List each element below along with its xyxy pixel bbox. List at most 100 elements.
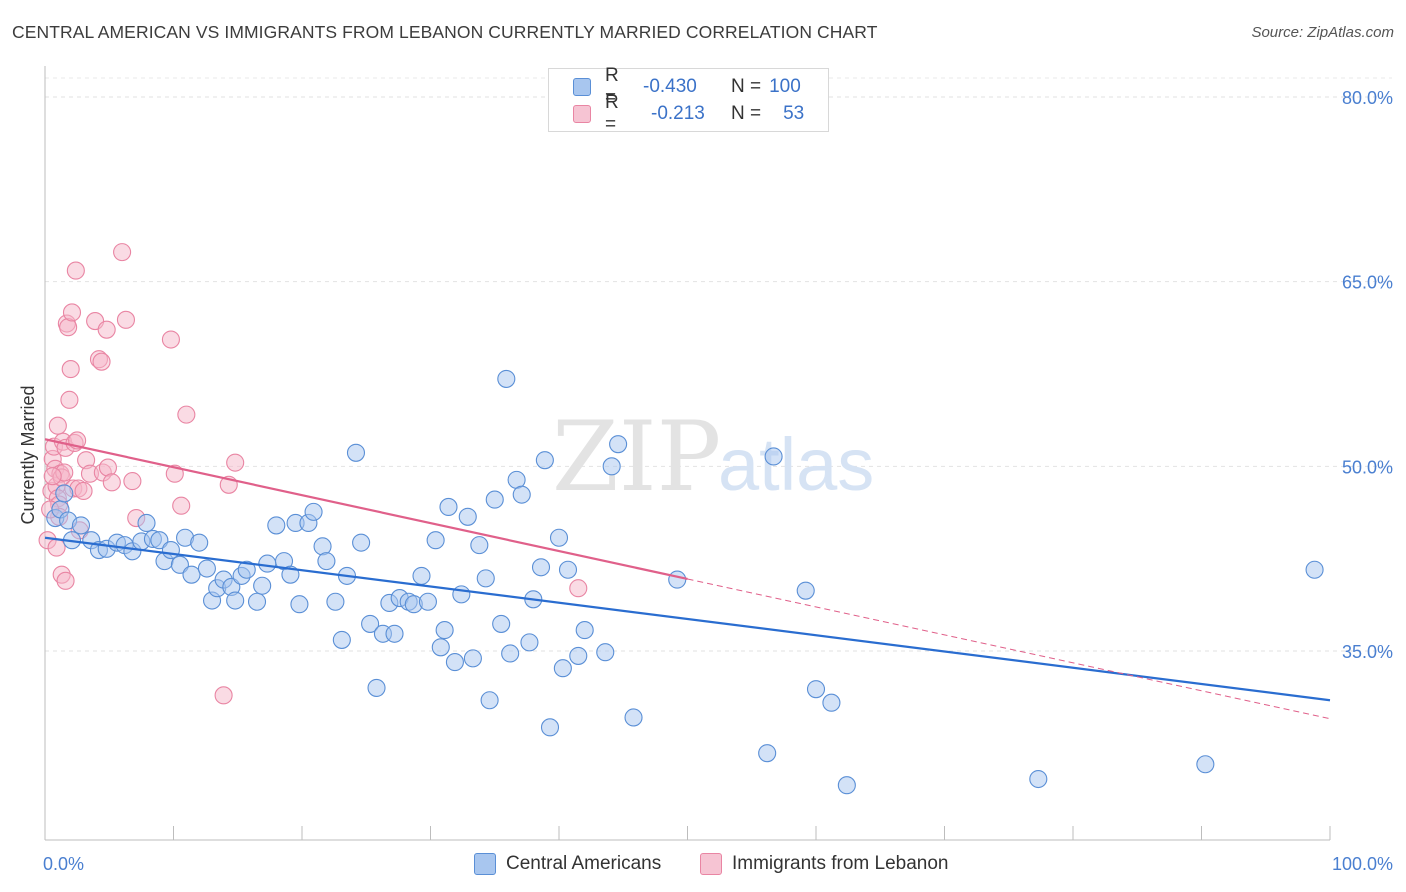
data-point-central-americans — [558, 560, 578, 579]
trend-line-lebanon — [44, 438, 688, 581]
legend-r-value: -0.213 — [651, 103, 705, 124]
watermark-zip: ZIP — [552, 401, 721, 513]
data-point-lebanon — [214, 686, 233, 705]
data-point-lebanon — [123, 472, 142, 491]
data-point-central-americans — [237, 560, 256, 579]
legend-row-lebanon: R = -0.213 N = 53 — [573, 92, 805, 135]
trend-lines — [44, 438, 1331, 720]
data-point-central-americans — [346, 443, 366, 462]
data-point-central-americans — [71, 516, 91, 535]
data-point-central-americans — [258, 554, 277, 573]
data-point-central-americans — [531, 558, 551, 577]
data-point-central-americans — [806, 680, 826, 699]
data-point-central-americans — [668, 570, 687, 589]
data-point-central-americans — [501, 644, 520, 663]
y-tick-label: 50.0% — [1342, 457, 1393, 477]
data-point-central-americans — [470, 536, 489, 555]
data-point-central-americans — [1196, 755, 1215, 774]
data-point-central-americans — [190, 533, 209, 552]
x-tick-labels: 0.0% 100.0% — [43, 854, 1393, 874]
data-point-lebanon — [43, 467, 62, 486]
data-point-lebanon — [97, 320, 116, 339]
data-point-central-americans — [182, 565, 201, 584]
y-tick-label: 35.0% — [1342, 642, 1393, 662]
legend-swatch-blue — [474, 853, 496, 875]
data-point-lebanon — [161, 330, 180, 349]
y-tick-labels: 35.0% 50.0% 65.0% 80.0% — [1342, 88, 1393, 662]
legend-n-label: N = — [731, 103, 762, 124]
legend-n-value: 53 — [783, 103, 805, 124]
data-point-central-americans — [624, 708, 643, 727]
y-tick-label: 80.0% — [1342, 88, 1393, 108]
data-point-central-americans — [431, 638, 450, 657]
data-point-central-americans — [367, 678, 386, 697]
correlation-legend: R = -0.430 N = 100 R = -0.213 N = 53 — [548, 65, 829, 135]
data-point-central-americans — [304, 502, 323, 521]
data-point-central-americans — [439, 497, 458, 517]
x-tick-label: 0.0% — [43, 854, 84, 874]
data-point-central-americans — [602, 457, 621, 476]
data-point-central-americans — [253, 576, 272, 595]
data-point-central-americans — [512, 485, 531, 504]
legend-r-value: -0.430 — [643, 76, 697, 97]
data-point-central-americans — [161, 540, 180, 560]
data-point-lebanon — [48, 416, 67, 435]
legend-row-central-americans: R = -0.430 N = 100 — [573, 65, 801, 108]
data-point-central-americans — [247, 592, 267, 611]
data-point-central-americans — [549, 528, 569, 547]
data-point-central-americans — [796, 581, 815, 600]
data-point-central-americans — [326, 592, 345, 611]
legend-label-central-americans: Central Americans — [506, 853, 662, 874]
points-central-americans — [46, 369, 1324, 795]
data-point-lebanon — [66, 261, 85, 280]
legend-r-label: R = — [605, 92, 619, 135]
data-point-central-americans — [822, 693, 841, 712]
data-point-lebanon — [59, 318, 78, 337]
data-point-lebanon — [74, 481, 93, 501]
legend-n-value: 100 — [769, 76, 801, 97]
data-point-central-americans — [540, 718, 560, 737]
data-point-central-americans — [267, 516, 286, 535]
y-axis-label: Currently Married — [18, 385, 38, 524]
data-point-central-americans — [497, 369, 516, 388]
watermark: ZIP atlas — [552, 401, 874, 513]
data-point-lebanon — [61, 360, 80, 379]
chart-source: Source: ZipAtlas.com — [1251, 24, 1394, 41]
x-tick-label: 100.0% — [1332, 854, 1393, 874]
data-point-central-americans — [385, 624, 404, 643]
data-point-central-americans — [317, 552, 336, 571]
data-point-lebanon — [92, 352, 111, 371]
data-point-central-americans — [361, 614, 380, 633]
data-point-central-americans — [520, 633, 539, 652]
data-point-central-americans — [837, 776, 856, 795]
data-point-central-americans — [170, 555, 189, 574]
data-point-lebanon — [569, 579, 588, 598]
data-point-central-americans — [458, 507, 477, 526]
trend-line-lebanon-extension — [687, 578, 1331, 720]
trend-line-central-americans — [44, 536, 1331, 702]
legend-n-label: N = — [731, 76, 762, 97]
data-point-lebanon — [172, 496, 191, 515]
data-point-central-americans — [412, 566, 431, 585]
data-point-central-americans — [1305, 560, 1324, 579]
data-point-central-americans — [569, 646, 588, 665]
data-point-lebanon — [102, 473, 121, 492]
data-point-central-americans — [480, 691, 499, 710]
data-point-central-americans — [426, 531, 445, 550]
data-point-central-americans — [492, 614, 511, 633]
data-point-central-americans — [535, 451, 554, 470]
data-point-central-americans — [463, 649, 482, 668]
data-point-central-americans — [55, 484, 74, 503]
data-point-central-americans — [226, 591, 245, 610]
data-point-central-americans — [150, 531, 169, 550]
axes — [44, 66, 1331, 841]
data-point-lebanon — [56, 571, 75, 590]
data-point-lebanon — [47, 538, 66, 557]
data-point-central-americans — [764, 447, 783, 466]
points-lebanon — [38, 243, 588, 705]
data-point-lebanon — [116, 310, 136, 329]
data-point-lebanon — [226, 453, 245, 472]
data-point-central-americans — [452, 585, 471, 604]
legend-swatch-pink — [700, 853, 722, 875]
